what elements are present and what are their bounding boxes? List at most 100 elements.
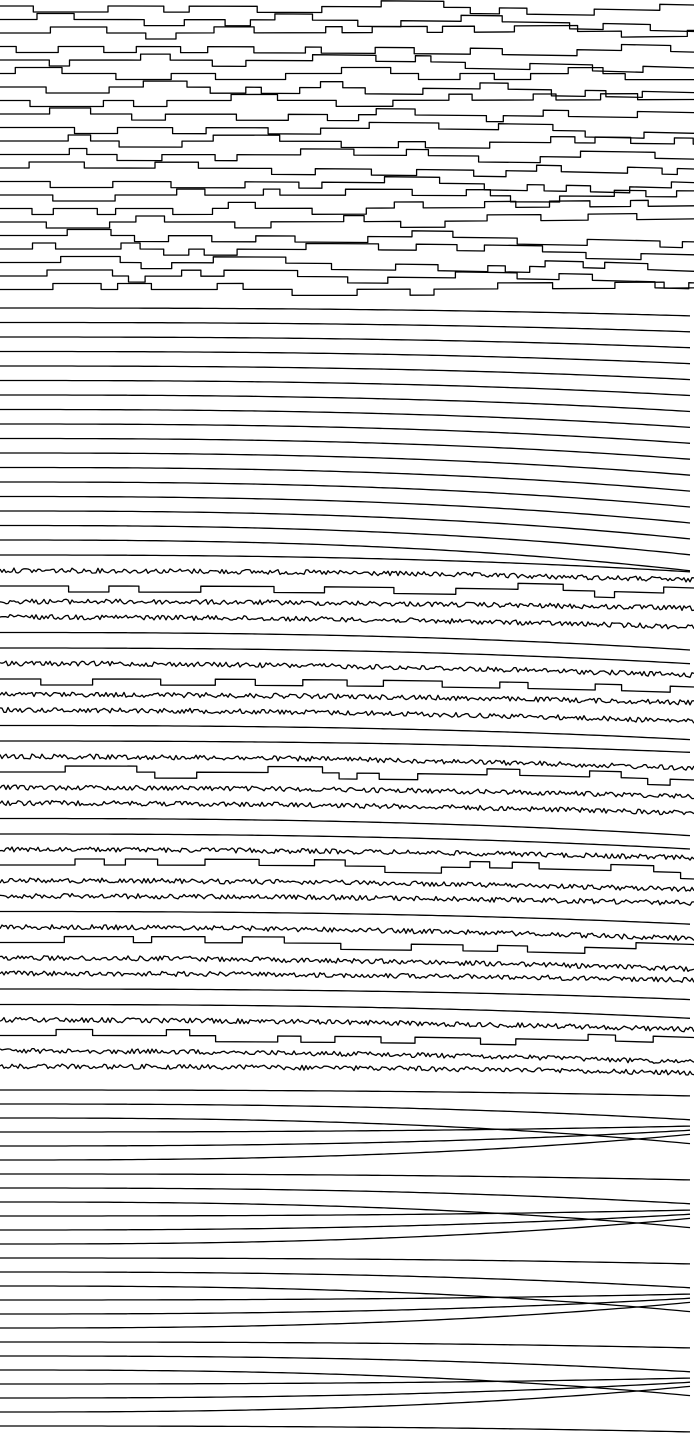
- trace: [0, 107, 694, 123]
- trace: [0, 452, 691, 476]
- trace: [0, 93, 694, 108]
- trace: [0, 212, 694, 229]
- trace: [0, 0, 694, 16]
- trace: [0, 242, 694, 261]
- trace: [0, 1089, 691, 1097]
- trace: [0, 350, 691, 365]
- trace: [0, 188, 694, 203]
- trace: [0, 199, 694, 216]
- trace: [0, 678, 694, 693]
- trace: [0, 554, 691, 573]
- trace: [0, 161, 694, 178]
- trace: [0, 379, 691, 397]
- trace: [0, 394, 691, 413]
- trace: [0, 1381, 691, 1399]
- trace: [0, 935, 694, 954]
- trace: [0, 43, 694, 57]
- trace: [0, 613, 694, 630]
- trace: [0, 147, 694, 164]
- trace: [0, 66, 694, 81]
- trace: [0, 817, 691, 837]
- trace: [0, 1217, 691, 1245]
- trace: [0, 176, 694, 194]
- trace: [0, 12, 694, 33]
- trace: [0, 858, 694, 880]
- trace: [0, 1297, 691, 1315]
- trace: [0, 1385, 691, 1413]
- trace: [0, 765, 694, 786]
- trace: [0, 691, 694, 706]
- trace: [0, 1003, 691, 1019]
- trace: [0, 970, 694, 983]
- trace: [0, 753, 694, 771]
- trace: [0, 281, 694, 297]
- trace: [0, 1028, 694, 1046]
- trace: [0, 228, 694, 249]
- trace: [0, 336, 691, 349]
- trace: [0, 1341, 691, 1349]
- trace: [0, 1213, 691, 1231]
- trace: [0, 1285, 691, 1313]
- trace: [0, 877, 694, 893]
- trace: [0, 321, 691, 333]
- trace: [0, 423, 691, 444]
- trace: [0, 740, 691, 753]
- trace: [0, 255, 694, 274]
- trace: [0, 80, 694, 99]
- trace: [0, 892, 694, 906]
- trace: [0, 647, 691, 665]
- trace: [0, 539, 691, 572]
- trace: [0, 53, 694, 73]
- trace: [0, 631, 691, 651]
- trace: [0, 1016, 694, 1033]
- trace: [0, 365, 691, 381]
- trace: [0, 269, 694, 290]
- trace: [0, 598, 694, 612]
- trace: [0, 1129, 691, 1147]
- trace: [0, 481, 691, 508]
- trace: [0, 1355, 691, 1373]
- trace: [0, 1257, 691, 1265]
- trace: [0, 1047, 694, 1064]
- trace: [0, 524, 691, 556]
- trace: [0, 582, 694, 599]
- trace: [0, 495, 691, 524]
- trace: [0, 1133, 691, 1161]
- trace: [0, 24, 694, 40]
- trace: [0, 1173, 691, 1181]
- trace: [0, 1201, 691, 1229]
- trace: [0, 1301, 691, 1329]
- trace: [0, 1187, 691, 1205]
- trace: [0, 1125, 691, 1133]
- trace: [0, 1209, 691, 1217]
- trace: [0, 567, 694, 583]
- trace: [0, 846, 694, 861]
- trace: [0, 924, 694, 942]
- trace: [0, 1425, 691, 1433]
- trace: [0, 724, 691, 741]
- trace: [0, 307, 691, 317]
- trace: [0, 510, 691, 540]
- trace: [0, 988, 691, 1001]
- trace: [0, 1293, 691, 1301]
- trace: [0, 1271, 691, 1289]
- trace: [0, 706, 694, 724]
- trace: [0, 1063, 694, 1076]
- trace: [0, 121, 694, 139]
- trace: [0, 408, 691, 429]
- trace: [0, 437, 691, 460]
- trace: [0, 134, 694, 149]
- trace: [0, 1377, 691, 1385]
- trace: [0, 660, 694, 679]
- trace: [0, 784, 694, 800]
- trace: [0, 799, 694, 816]
- trace: [0, 466, 691, 492]
- trace: [0, 1103, 691, 1121]
- trace: [0, 833, 691, 850]
- trace: [0, 1117, 691, 1145]
- trace: [0, 955, 694, 972]
- trace: [0, 1369, 691, 1397]
- trace: [0, 910, 691, 925]
